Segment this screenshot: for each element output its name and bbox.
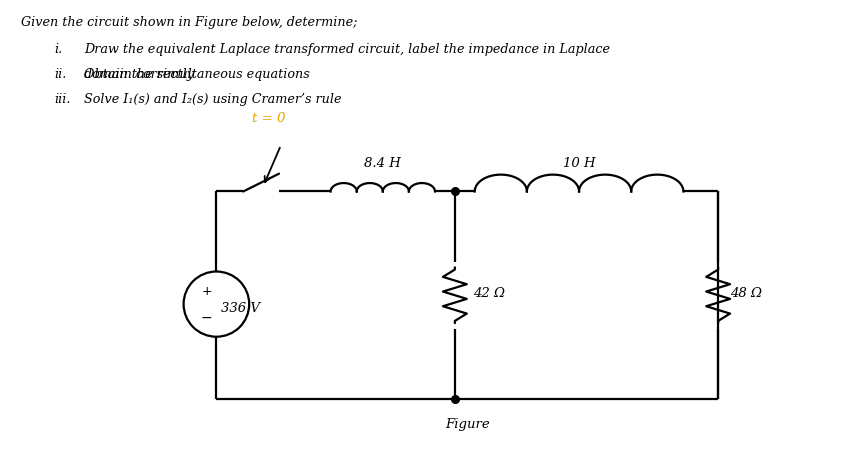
- Text: Figure: Figure: [445, 418, 490, 431]
- Text: 336 V: 336 V: [221, 301, 260, 314]
- Text: domain correctly: domain correctly: [84, 68, 195, 81]
- Text: t = 0: t = 0: [253, 113, 285, 125]
- Text: i.: i.: [54, 43, 62, 56]
- Text: 42 Ω: 42 Ω: [473, 287, 505, 300]
- Text: Solve I₁(s) and I₂(s) using Cramer’s rule: Solve I₁(s) and I₂(s) using Cramer’s rul…: [84, 93, 342, 106]
- Text: −: −: [201, 311, 212, 325]
- Text: 10 H: 10 H: [563, 157, 595, 170]
- Text: Given the circuit shown in Figure below, determine;: Given the circuit shown in Figure below,…: [21, 16, 357, 29]
- Text: 48 Ω: 48 Ω: [730, 287, 762, 300]
- Text: +: +: [202, 285, 212, 298]
- Text: 8.4 H: 8.4 H: [364, 157, 401, 170]
- Text: Obtain the simultaneous equations: Obtain the simultaneous equations: [84, 68, 310, 81]
- Text: iii.: iii.: [54, 93, 71, 106]
- Text: Draw the equivalent Laplace transformed circuit, label the impedance in Laplace: Draw the equivalent Laplace transformed …: [84, 43, 610, 56]
- Text: ii.: ii.: [54, 68, 67, 81]
